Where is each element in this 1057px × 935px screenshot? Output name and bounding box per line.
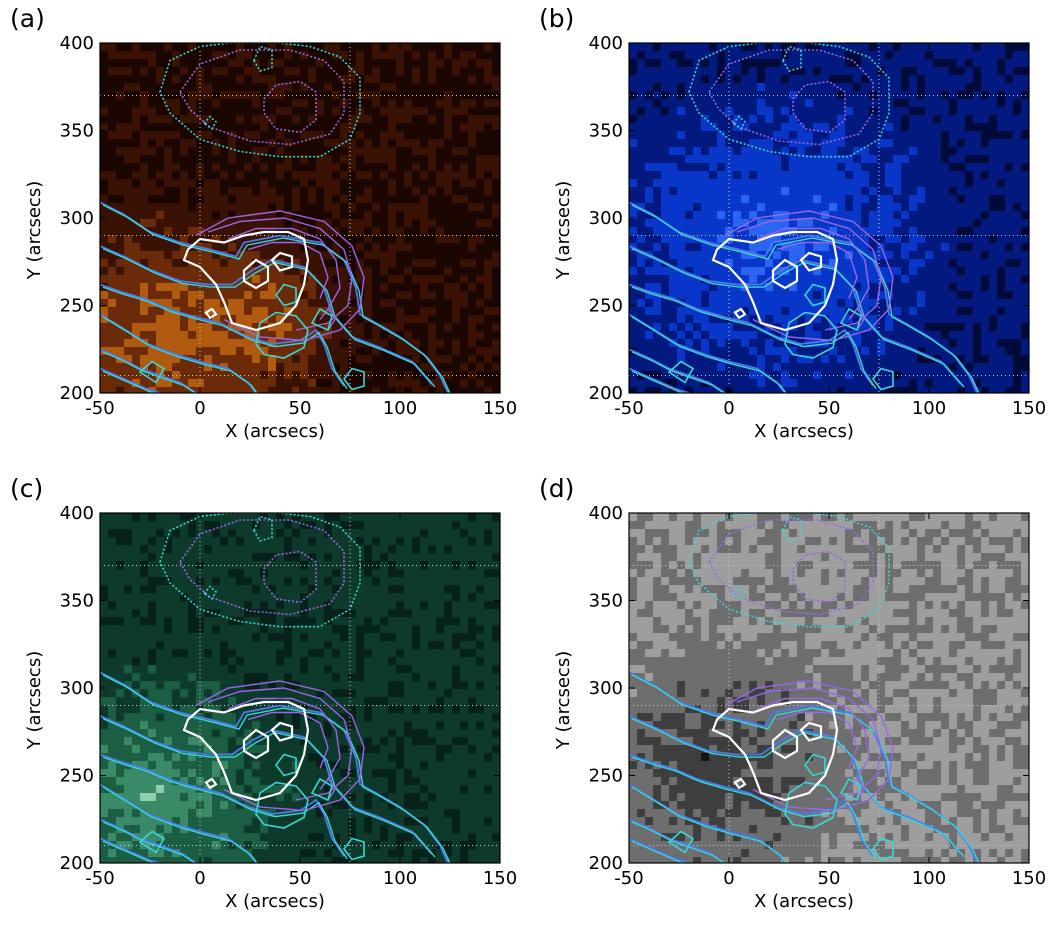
- y-tick-label: 350: [60, 591, 94, 612]
- y-tick-label: 200: [589, 853, 623, 874]
- x-axis-label: X (arcsecs): [225, 421, 325, 442]
- y-tick-label: 350: [589, 121, 623, 142]
- y-tick-label: 300: [589, 678, 623, 699]
- x-tick-label: 0: [723, 868, 734, 889]
- y-tick-label: 250: [60, 766, 94, 787]
- image-area: [629, 43, 1030, 396]
- x-tick-label: 100: [383, 868, 417, 889]
- y-tick-label: 250: [589, 766, 623, 787]
- x-tick-label: 0: [723, 398, 734, 419]
- x-axis-label: X (arcsecs): [225, 891, 325, 912]
- y-tick-label: 300: [60, 678, 94, 699]
- x-tick-label: 100: [383, 398, 417, 419]
- y-tick-label: 250: [589, 296, 623, 317]
- x-axis-label: X (arcsecs): [754, 421, 854, 442]
- y-axis-label: Y (arcsecs): [553, 651, 574, 750]
- y-tick-label: 350: [589, 591, 623, 612]
- x-tick-label: 50: [289, 398, 312, 419]
- x-tick-label: 150: [483, 868, 517, 889]
- x-tick-label: 50: [818, 398, 841, 419]
- y-tick-label: 300: [589, 208, 623, 229]
- x-tick-label: 0: [194, 868, 205, 889]
- x-tick-label: 100: [912, 398, 946, 419]
- x-tick-label: 0: [194, 398, 205, 419]
- y-tick-label: 400: [60, 33, 94, 54]
- y-tick-label: 400: [60, 503, 94, 524]
- y-tick-label: 200: [60, 383, 94, 404]
- y-tick-label: 250: [60, 296, 94, 317]
- y-tick-label: 400: [589, 503, 623, 524]
- y-tick-label: 200: [589, 383, 623, 404]
- x-tick-label: 150: [1012, 868, 1046, 889]
- x-tick-label: 150: [1012, 398, 1046, 419]
- y-tick-label: 300: [60, 208, 94, 229]
- x-axis-label: X (arcsecs): [754, 891, 854, 912]
- y-tick-label: 350: [60, 121, 94, 142]
- y-axis-label: Y (arcsecs): [553, 181, 574, 280]
- y-tick-label: 400: [589, 33, 623, 54]
- y-tick-label: 200: [60, 853, 94, 874]
- x-tick-label: 150: [483, 398, 517, 419]
- y-axis-label: Y (arcsecs): [24, 651, 45, 750]
- x-tick-label: 100: [912, 868, 946, 889]
- x-tick-label: 50: [289, 868, 312, 889]
- image-area: [100, 43, 501, 396]
- image-area: [629, 513, 1030, 866]
- y-axis-label: Y (arcsecs): [24, 181, 45, 280]
- x-tick-label: 50: [818, 868, 841, 889]
- image-area: [100, 513, 501, 866]
